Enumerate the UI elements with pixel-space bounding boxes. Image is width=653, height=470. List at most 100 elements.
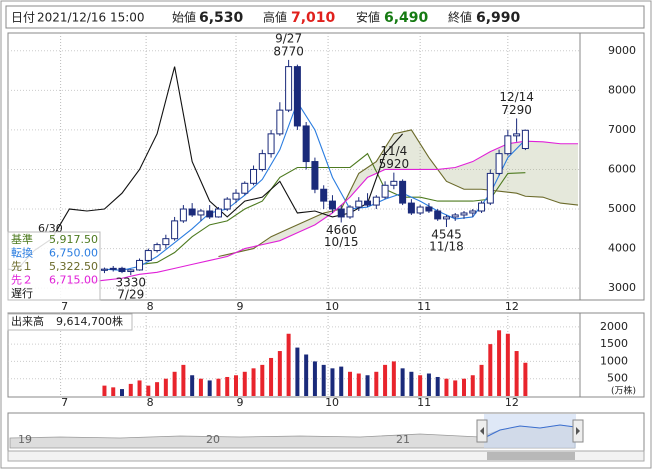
volume-bar (181, 364, 186, 396)
annotation-value: 3330 (115, 276, 146, 290)
candle-body (504, 135, 512, 155)
x-tick-label: 9 (237, 300, 244, 313)
indicator-line (218, 129, 579, 258)
navigator-label: 21 (396, 433, 410, 446)
x-tick-label: 10 (325, 396, 339, 409)
scroll-thumb[interactable] (487, 452, 575, 460)
candle-body (390, 180, 398, 186)
volume-bar (356, 373, 361, 396)
annotation-date: 9/27 (275, 31, 302, 45)
x-tick-label: 11 (417, 300, 431, 313)
close: 6,990 (476, 10, 521, 26)
x-tick-label: 12 (505, 396, 519, 409)
candle-body (214, 208, 222, 218)
price-plot (8, 33, 580, 300)
candle-body (346, 206, 354, 218)
x-tick-label: 7 (61, 300, 68, 313)
volume-bar (312, 361, 317, 396)
volume-bar (470, 375, 475, 396)
legend-name: 先１ (11, 260, 33, 273)
candle-body (162, 238, 170, 246)
legend-value: 6,750.00 (49, 247, 98, 260)
candle-body (337, 208, 345, 218)
candle-body (320, 188, 328, 202)
volume-bar (523, 362, 528, 396)
volume-bar (505, 333, 510, 396)
volume-bar (234, 375, 238, 396)
arrow-right (576, 427, 580, 435)
y-tick-label: 500 (607, 372, 628, 385)
candle-body (293, 66, 301, 127)
candle-body (399, 180, 407, 204)
volume-bar (383, 364, 388, 396)
volume-unit: (万株) (611, 385, 636, 397)
candle-body (232, 192, 240, 200)
arrow-left (480, 427, 484, 435)
candle-body (451, 214, 459, 218)
overlay: 3000 4000 5000 6000 7000 8000 9000 7 8 9 10 11 12 9/2… (61, 31, 636, 409)
annotation-date: 7/29 (117, 288, 144, 302)
date-label: 日付 (11, 11, 35, 25)
legend-name: 転換 (11, 247, 33, 260)
scrollbar[interactable] (7, 450, 645, 462)
x-tick-label: 9 (237, 396, 244, 409)
x-tick-label: 8 (147, 300, 154, 313)
annotation-date: 10/15 (324, 235, 359, 249)
indicator-line (8, 66, 404, 271)
volume-bar (137, 380, 142, 396)
legend-name: 先２ (11, 274, 33, 287)
volume-bar (400, 368, 405, 396)
navigator-selected-line (483, 424, 576, 439)
candle-body (258, 153, 266, 170)
close-label: 終値 (448, 10, 472, 25)
navigator-selection[interactable] (484, 414, 576, 448)
y-tick-label: 2000 (600, 320, 628, 333)
annotation-value: 4660 (326, 223, 357, 237)
candle-body (364, 200, 372, 206)
candle-body (241, 182, 249, 194)
volume-bar (251, 368, 256, 396)
volume-bar (514, 351, 519, 396)
legend-name: 基準 (11, 232, 33, 246)
open: 6,530 (199, 10, 244, 26)
volume-bar (216, 378, 221, 396)
volume-bar (146, 385, 151, 396)
low: 6,490 (384, 10, 429, 26)
annotation-value: 4545 (431, 228, 462, 242)
legend-box (7, 231, 101, 301)
high-label: 高値 (263, 10, 287, 25)
annotation-date: 11/4 (380, 144, 407, 158)
annotation-value: 8770 (273, 44, 304, 58)
volume-bar (198, 378, 203, 396)
annotation-value: 7290 (501, 103, 532, 117)
volume-bar (304, 354, 309, 396)
volume-bar (339, 366, 344, 396)
volume-bar (321, 364, 326, 396)
legend-value: 6,715.00 (49, 274, 98, 287)
candle-body (355, 200, 363, 208)
price-panel (7, 32, 645, 301)
candle-body (478, 202, 486, 212)
candle-body (267, 133, 275, 155)
annotation-date: 12/14 (499, 90, 534, 104)
y-tick-label: 3000 (608, 281, 636, 294)
volume-bar (453, 380, 458, 396)
legend: 基準 5,917.50 転換 6,750.00 先１ 5,322.50 先２ 6,715.00… (11, 232, 98, 300)
candle-body (407, 202, 415, 214)
cloud (218, 129, 578, 257)
volume-bar (374, 371, 379, 396)
candle-body (109, 267, 117, 270)
candle-body (486, 172, 494, 204)
candle-body (311, 161, 319, 190)
volume-bar (155, 382, 160, 396)
candle-body (285, 66, 293, 111)
legend-value: 5,917.50 (49, 233, 98, 246)
header-box (5, 5, 645, 29)
candle-body (328, 200, 336, 210)
x-tick-label: 8 (147, 396, 154, 409)
legend-value: 5,322.50 (49, 260, 98, 273)
x-tick-label: 12 (505, 300, 519, 313)
y-tick-label: 9000 (608, 44, 636, 57)
volume-bar (365, 375, 370, 396)
